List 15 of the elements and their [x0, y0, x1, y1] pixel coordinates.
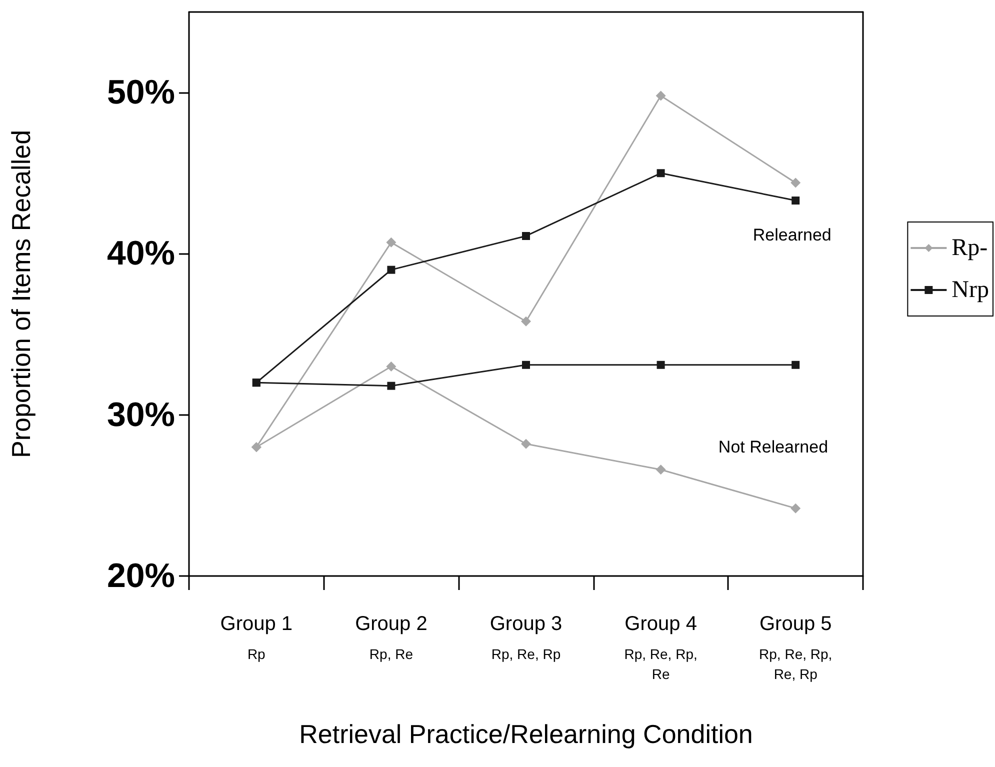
annotation: Not Relearned	[718, 437, 828, 456]
x-tick-label: Group 1 Rp	[220, 613, 293, 662]
x-axis-title: Retrieval Practice/Relearning Condition	[299, 719, 753, 749]
x-tick-label: Group 4 Rp, Re, Rp, Re	[624, 613, 698, 682]
legend-label: Rp-	[952, 235, 988, 261]
y-axis-title: Proportion of Items Recalled	[6, 130, 36, 458]
legend-label: Nrp	[952, 277, 990, 303]
y-tick-label: 30%	[106, 396, 175, 434]
x-tick-label: Group 3 Rp, Re, Rp	[490, 613, 562, 662]
y-tick-label: 40%	[106, 234, 175, 273]
y-tick-label: 20%	[106, 557, 175, 595]
x-tick-label: Group 2 Rp, Re	[355, 613, 428, 662]
x-tick-label: Group 5 Rp, Re, Rp, Re, Rp	[759, 613, 832, 682]
y-tick-label: 50%	[106, 74, 175, 112]
annotation: Relearned	[752, 225, 832, 244]
